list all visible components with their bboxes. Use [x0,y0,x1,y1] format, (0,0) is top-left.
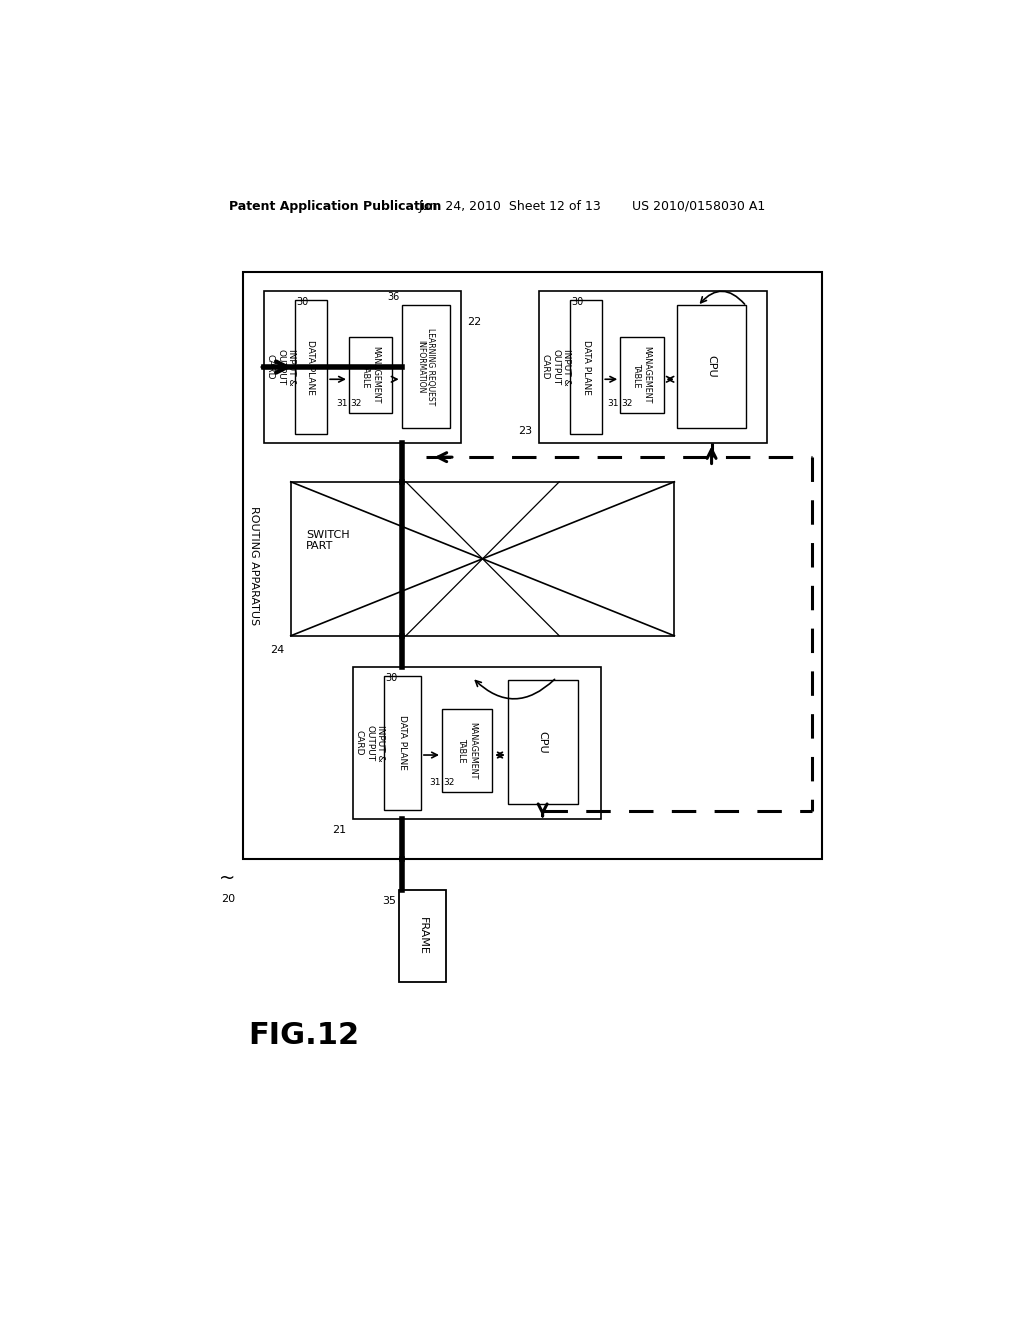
Text: DATA PLANE: DATA PLANE [306,339,315,395]
Bar [508,681,578,804]
Bar [621,337,664,413]
Text: 30: 30 [296,297,308,308]
Bar [349,337,392,413]
Text: 24: 24 [270,645,285,655]
Text: ROUTING APPARATUS: ROUTING APPARATUS [249,506,258,626]
Text: DATA PLANE: DATA PLANE [398,715,407,771]
Text: Jun. 24, 2010  Sheet 12 of 13: Jun. 24, 2010 Sheet 12 of 13 [419,199,601,213]
Text: 35: 35 [382,896,396,906]
Bar [399,890,445,982]
Text: CPU: CPU [538,731,548,754]
Text: 31: 31 [429,779,440,788]
Text: MANAGEMENT
TABLE: MANAGEMENT TABLE [360,346,380,404]
Text: LEARNING REQUEST
INFORMATION: LEARNING REQUEST INFORMATION [416,327,435,405]
Text: CPU: CPU [707,355,717,378]
Bar [569,300,602,434]
Bar [442,709,493,792]
Text: 30: 30 [385,673,397,682]
Text: 20: 20 [221,894,234,904]
Text: 21: 21 [333,825,346,836]
Bar [384,676,421,810]
Text: DATA PLANE: DATA PLANE [582,339,591,395]
Bar [291,482,675,636]
Bar [352,667,601,818]
Text: 31: 31 [336,399,347,408]
Text: 32: 32 [443,779,455,788]
Bar [243,272,821,859]
Bar [263,290,461,444]
Text: 32: 32 [350,399,361,408]
Bar [539,290,767,444]
Text: MANAGEMENT
TABLE: MANAGEMENT TABLE [632,346,651,404]
Text: 22: 22 [467,317,481,326]
Text: 30: 30 [571,297,584,308]
Text: 23: 23 [518,425,532,436]
Text: 31: 31 [607,399,618,408]
Bar [295,300,328,434]
Text: INPUT &
OUTPUT
CARD: INPUT & OUTPUT CARD [355,725,385,762]
Text: FIG.12: FIG.12 [248,1020,359,1049]
Bar [677,305,746,428]
Text: 36: 36 [388,292,400,302]
Text: FRAME: FRAME [418,917,427,956]
Text: US 2010/0158030 A1: US 2010/0158030 A1 [632,199,765,213]
Text: MANAGEMENT
TABLE: MANAGEMENT TABLE [458,722,477,779]
Text: Patent Application Publication: Patent Application Publication [228,199,441,213]
Text: 32: 32 [622,399,633,408]
Text: INPUT &
OUTPUT
CARD: INPUT & OUTPUT CARD [541,348,570,385]
Text: SWITCH
PART: SWITCH PART [306,529,350,552]
Bar [401,305,450,428]
Text: ~: ~ [218,869,234,888]
Text: INPUT &
OUTPUT
CARD: INPUT & OUTPUT CARD [266,348,296,385]
